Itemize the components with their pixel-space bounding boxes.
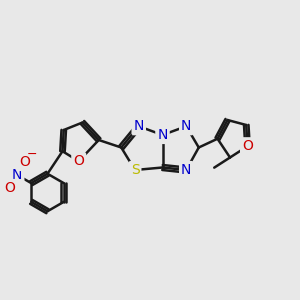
Text: N: N <box>134 119 144 133</box>
Text: O: O <box>19 155 30 169</box>
Text: −: − <box>27 148 38 161</box>
Text: O: O <box>242 139 253 153</box>
Text: N: N <box>181 119 191 133</box>
Text: S: S <box>130 163 140 177</box>
Text: O: O <box>4 181 15 195</box>
Text: N: N <box>157 128 168 142</box>
Text: N: N <box>12 168 22 182</box>
Text: N: N <box>181 163 191 177</box>
Text: O: O <box>73 154 84 168</box>
